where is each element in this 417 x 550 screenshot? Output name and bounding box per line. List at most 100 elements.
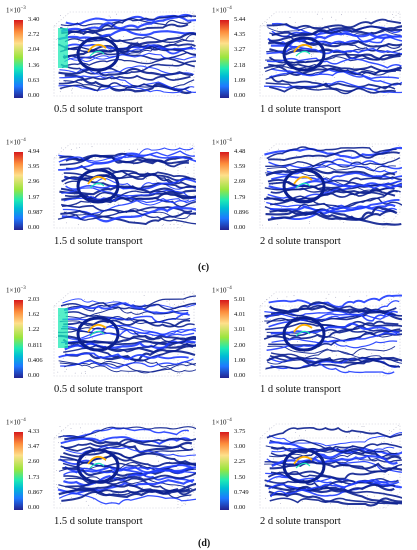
grid-point [55, 39, 57, 40]
grid-point [357, 459, 359, 461]
simulation-panel: 1×10−4 5.01 4.01 3.01 2.00 1.00 0.00 1 d solu… [206, 286, 406, 404]
grid-point [323, 176, 325, 178]
grid-point [101, 309, 102, 311]
grid-point [374, 172, 376, 174]
streamline [266, 18, 402, 30]
streamline [60, 209, 196, 226]
panel-caption: 0.5 d solute transport [54, 104, 143, 115]
streamline [60, 358, 194, 369]
colorbar-tick: 2.00 [234, 341, 246, 349]
colorbar-tick: 0.00 [234, 92, 246, 99]
grid-point [164, 316, 166, 317]
grid-point [265, 482, 267, 484]
streamline [267, 345, 396, 355]
grid-point [78, 41, 79, 42]
grid-point [165, 164, 167, 166]
streamline [61, 30, 196, 49]
grid-point [341, 460, 343, 462]
streamline [270, 176, 402, 194]
panel-caption: 2 d solute transport [260, 516, 341, 527]
grid-point [145, 65, 146, 67]
streamline [62, 197, 196, 215]
streamline [265, 67, 396, 80]
simulation-panel: 1×10−4 5.44 4.35 3.27 2.18 1.09 0.00 1 d solu… [206, 6, 406, 124]
colorbar-tick: 3.27 [234, 46, 246, 54]
domain-outline [259, 423, 401, 509]
grid-point [81, 432, 83, 433]
grid-point [321, 18, 323, 20]
grid-point [305, 430, 306, 432]
streamline [268, 294, 402, 308]
grid-point [60, 437, 61, 439]
streamline [271, 446, 395, 453]
colorbar-tick: 2.03 [28, 296, 40, 303]
streamline-plot [259, 11, 402, 97]
grid-point [319, 485, 321, 487]
grid-point [388, 299, 389, 301]
grid-point [85, 38, 86, 40]
grid-point [275, 71, 277, 73]
grid-point [72, 88, 73, 90]
grid-point [176, 87, 178, 88]
streamline-plot [53, 423, 196, 509]
grid-point [64, 371, 66, 373]
grid-point [141, 61, 143, 63]
grid-point [100, 332, 102, 334]
streamline [270, 442, 402, 460]
grid-point [266, 169, 267, 171]
grid-point [123, 360, 125, 362]
grid-point [277, 224, 278, 225]
streamline [59, 316, 191, 327]
grid-point [118, 368, 120, 369]
grid-point [289, 17, 291, 18]
figure-label: (d) [198, 538, 211, 549]
grid-point [369, 93, 371, 94]
grid-point [343, 222, 345, 223]
colorbar-tick: 3.47 [28, 443, 40, 451]
grid-point [362, 165, 364, 166]
grid-point [113, 300, 115, 301]
grid-point [371, 145, 373, 147]
streamline [59, 458, 194, 483]
grid-point [59, 91, 61, 93]
streamline [269, 492, 402, 507]
grid-point [379, 373, 381, 375]
grid-point [60, 15, 61, 16]
grid-point [114, 204, 115, 205]
panel-caption: 2 d solute transport [260, 236, 341, 247]
streamline [65, 177, 196, 190]
grid-point [133, 220, 135, 222]
grid-point [336, 346, 338, 348]
grid-point [85, 373, 86, 374]
grid-point [164, 430, 166, 432]
grid-point [273, 354, 275, 356]
grid-point [85, 500, 87, 502]
grid-point [298, 56, 300, 58]
grid-point [124, 151, 125, 153]
streamline [266, 201, 398, 213]
grid-point [354, 485, 356, 487]
grid-point [184, 503, 186, 505]
streamline [63, 319, 191, 328]
grid-point [137, 40, 139, 42]
colorbar [14, 20, 23, 98]
grid-point [84, 433, 86, 434]
grid-point [329, 450, 331, 452]
grid-point [79, 147, 80, 148]
grid-point [319, 26, 321, 27]
concentration-hotspot [293, 455, 313, 465]
streamline [263, 328, 402, 340]
grid-point [185, 70, 187, 71]
grid-point [328, 213, 329, 215]
grid-point [371, 353, 373, 354]
grid-point [71, 92, 73, 94]
concentration-hotspot [87, 323, 107, 333]
colorbar-tick: 5.44 [234, 16, 246, 23]
grid-point [110, 79, 112, 81]
grid-point [143, 449, 145, 451]
grid-point [61, 88, 62, 90]
colorbar-tick: 0.406 [28, 356, 43, 364]
grid-point [169, 42, 171, 44]
grid-point [373, 495, 375, 497]
colorbar-tick: 1.79 [234, 193, 246, 201]
